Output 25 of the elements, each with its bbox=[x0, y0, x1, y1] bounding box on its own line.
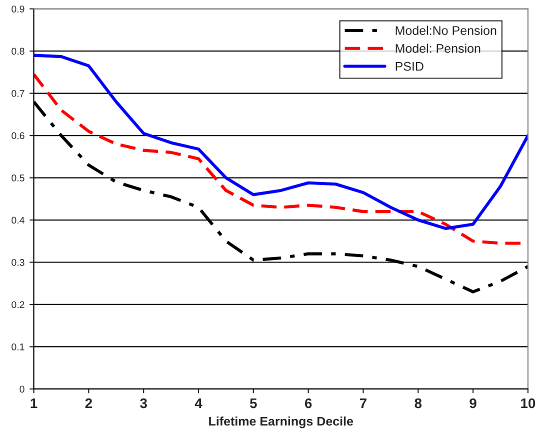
x-tick-label: 2 bbox=[85, 398, 92, 408]
x-tick-label: 7 bbox=[360, 398, 366, 408]
y-tick-label: 0.5 bbox=[12, 174, 24, 182]
y-tick-label: 0 bbox=[20, 386, 24, 393]
y-tick-label: 0.3 bbox=[12, 258, 24, 266]
y-tick-label: 0.1 bbox=[12, 343, 24, 350]
y-tick-label: 0.6 bbox=[12, 132, 24, 140]
y-tick-label: 0.4 bbox=[12, 216, 24, 224]
legend-label: Model:No Pension bbox=[396, 26, 496, 35]
legend-label: PSID bbox=[396, 62, 424, 71]
x-tick-label: 5 bbox=[250, 398, 257, 408]
legend-label: Model: Pension bbox=[396, 44, 480, 53]
y-tick-label: 0.8 bbox=[12, 48, 24, 55]
x-tick-label: 6 bbox=[304, 398, 312, 408]
x-axis-title: Lifetime Earnings Decile bbox=[209, 416, 354, 428]
y-tick-label: 0.2 bbox=[12, 301, 24, 308]
x-tick-label: 8 bbox=[414, 398, 422, 408]
y-tick-label: 0.9 bbox=[12, 6, 24, 12]
x-tick-label: 4 bbox=[194, 398, 202, 408]
x-tick-label: 1 bbox=[30, 398, 38, 408]
x-tick-label: 3 bbox=[140, 398, 147, 408]
x-tick-label: 10 bbox=[521, 398, 536, 408]
y-tick-label: 0.7 bbox=[12, 90, 24, 97]
x-tick-label: 9 bbox=[470, 398, 476, 408]
line-series bbox=[34, 54, 528, 230]
